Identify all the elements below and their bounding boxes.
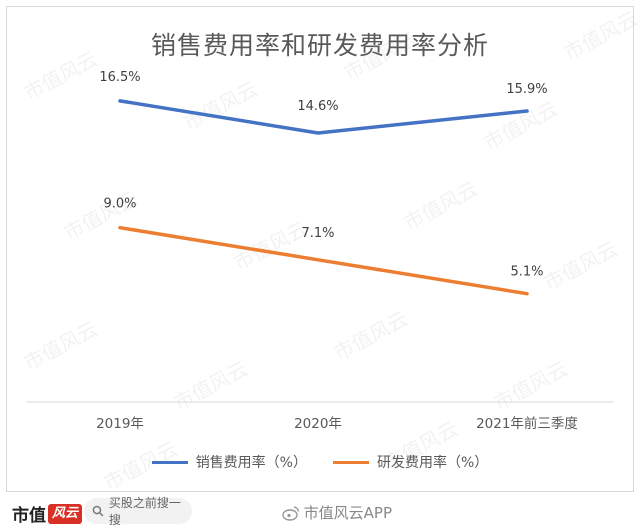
brand-text: 市值: [12, 506, 46, 526]
data-label: 7.1%: [301, 226, 334, 241]
series-group: [118, 99, 529, 296]
search-box[interactable]: 买股之前搜一搜: [84, 496, 192, 527]
data-label: 5.1%: [510, 265, 543, 280]
x-tick-label: 2019年: [96, 416, 144, 432]
legend-swatch-rd: [333, 460, 369, 464]
legend-label-rd: 研发费用率（%）: [377, 455, 489, 471]
weibo-account: 市值风云APP: [281, 502, 392, 523]
legend-item-sales: 销售费用率（%）: [151, 452, 307, 472]
search-icon: [92, 505, 104, 517]
brand-logo: 市值 风云: [12, 501, 83, 526]
series-line-1: [118, 225, 529, 296]
data-label: 15.9%: [506, 82, 547, 97]
legend-swatch-sales: [151, 460, 188, 464]
chart-frame: [6, 6, 634, 492]
data-label: 9.0%: [103, 197, 136, 212]
legend-label-sales: 销售费用率（%）: [195, 455, 307, 471]
chart-title: 销售费用率和研发费用率分析: [150, 31, 489, 60]
data-labels: 16.5% 14.6% 15.9% 9.0% 7.1% 5.1%: [99, 70, 547, 280]
search-text: 买股之前搜一搜: [108, 496, 181, 527]
x-tick-label: 2020年: [294, 416, 342, 432]
footer-bar: 市值 风云 买股之前搜一搜 市值风云APP: [0, 492, 640, 531]
legend-item-rd: 研发费用率（%）: [333, 452, 488, 472]
weibo-icon: [281, 505, 299, 521]
data-label: 16.5%: [99, 70, 140, 85]
brand-mark: 风云: [48, 503, 83, 524]
data-label: 14.6%: [297, 99, 338, 114]
legend: 销售费用率（%） 研发费用率（%）: [0, 452, 640, 472]
weibo-text: 市值风云APP: [303, 504, 392, 522]
x-tick-label: 2021年前三季度: [476, 415, 578, 432]
x-axis: 2019年 2020年 2021年前三季度: [26, 401, 614, 432]
series-line-0: [118, 99, 529, 135]
